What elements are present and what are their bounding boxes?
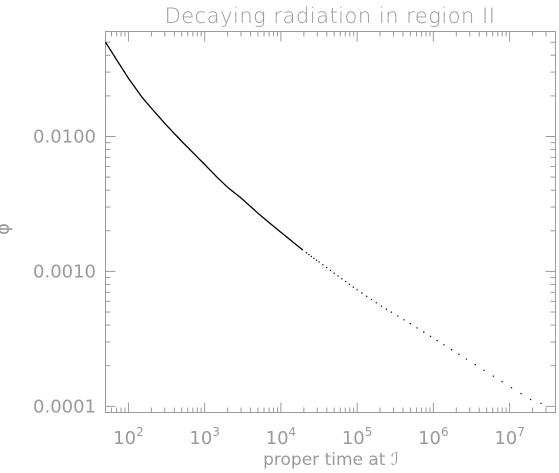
x-tick-label: 106 xyxy=(418,425,449,449)
series-point xyxy=(436,339,438,342)
series-point xyxy=(429,335,432,338)
series-point xyxy=(308,253,310,256)
series-point xyxy=(409,322,412,325)
series-point xyxy=(501,381,503,383)
x-tick-base: 10 xyxy=(342,428,365,449)
x-tick-exponent: 4 xyxy=(289,425,297,439)
series-point xyxy=(370,298,373,301)
series-point xyxy=(380,305,383,307)
series-point xyxy=(390,311,393,313)
series-point xyxy=(305,252,308,254)
x-tick-base: 10 xyxy=(494,428,517,449)
series-point xyxy=(423,331,425,333)
series-point xyxy=(352,286,355,288)
x-tick-base: 10 xyxy=(418,428,441,449)
x-tick-label: 103 xyxy=(189,425,220,449)
x-tick-base: 10 xyxy=(113,428,136,449)
series-point xyxy=(403,319,405,321)
series-point xyxy=(458,353,460,355)
series-point xyxy=(333,272,335,274)
x-tick-label: 107 xyxy=(494,425,525,449)
series-point xyxy=(375,302,377,304)
y-axis: 0.0100 0.0010 0.0001 xyxy=(33,31,556,417)
y-axis-label: φ xyxy=(0,223,14,235)
x-tick-label: 104 xyxy=(266,425,297,449)
series-point xyxy=(315,259,318,261)
series-group xyxy=(104,41,542,404)
series-point xyxy=(483,369,485,371)
x-tick-exponent: 7 xyxy=(517,425,525,439)
x-tick-exponent: 5 xyxy=(365,425,373,439)
plot-frame xyxy=(105,31,556,413)
x-tick-exponent: 2 xyxy=(136,425,144,439)
chart-title: Decaying radiation in region II xyxy=(165,4,496,28)
series-point xyxy=(325,266,328,269)
series-point xyxy=(450,348,453,351)
x-axis-label: proper time at ℐ xyxy=(263,450,399,470)
series-point xyxy=(361,292,363,294)
series-point xyxy=(313,257,315,259)
series-point xyxy=(318,261,320,263)
series-point xyxy=(474,363,476,366)
x-tick-exponent: 6 xyxy=(441,425,449,439)
series-point xyxy=(443,344,445,346)
series-point xyxy=(520,392,522,395)
series-point xyxy=(366,295,368,298)
x-tick-label: 105 xyxy=(342,425,373,449)
series-point xyxy=(529,398,532,401)
series-point xyxy=(310,255,313,258)
series-point xyxy=(356,289,358,291)
series-point xyxy=(341,278,343,280)
x-tick-base: 10 xyxy=(266,428,289,449)
series-point xyxy=(322,264,324,266)
series-point xyxy=(397,315,399,317)
series-point xyxy=(348,283,351,285)
series-line xyxy=(104,41,304,251)
x-axis: 102 103 104 105 106 107 xyxy=(105,31,556,449)
series-point xyxy=(510,387,513,389)
x-tick-base: 10 xyxy=(189,428,212,449)
series-point xyxy=(337,275,339,277)
y-tick-label: 0.0001 xyxy=(33,396,96,417)
series-point xyxy=(329,269,332,272)
x-tick-label: 102 xyxy=(113,425,144,449)
y-tick-label: 0.0100 xyxy=(33,126,96,147)
series-point xyxy=(540,402,542,404)
series-point xyxy=(344,280,347,283)
series-point xyxy=(492,375,495,377)
series-point xyxy=(465,358,468,360)
y-tick-label: 0.0010 xyxy=(33,261,96,282)
x-tick-exponent: 3 xyxy=(212,425,220,439)
series-point xyxy=(385,308,388,310)
series-point xyxy=(416,327,418,329)
